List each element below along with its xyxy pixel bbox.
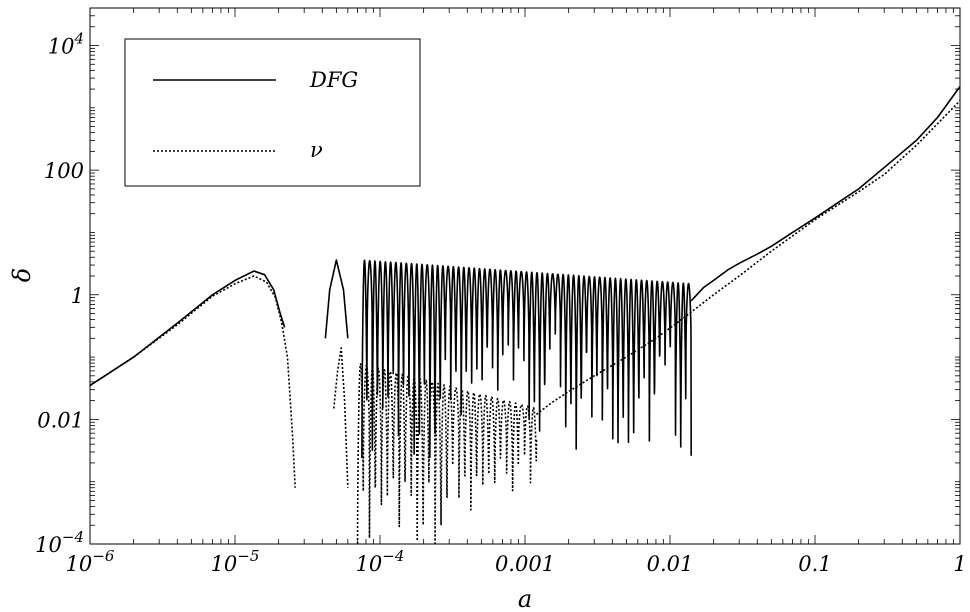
- series-layer: [89, 86, 961, 545]
- series-dfg: [89, 86, 961, 459]
- x-tick-label: 1: [953, 552, 966, 576]
- legend: DFG ν: [124, 38, 421, 187]
- series-line-oscillation: [361, 259, 692, 459]
- x-tick-label: 10−4: [356, 547, 405, 576]
- legend-box: [124, 38, 421, 187]
- x-tick-label: 10−6: [66, 547, 115, 576]
- legend-label-dfg: DFG: [309, 68, 358, 92]
- x-tick-label: 0.001: [495, 552, 555, 576]
- series-line-tail: [535, 100, 961, 416]
- y-axis-label: δ: [8, 268, 36, 282]
- y-tick-label: 100: [44, 159, 84, 183]
- series-line-segment: [89, 275, 296, 488]
- x-tick-label: 0.1: [798, 552, 831, 576]
- series-line-segment: [324, 259, 349, 339]
- axis-ticks: 10−6 10−5 10−4 0.001 0.01 0.1 1 10−4 0.01 1 100 104: [35, 7, 967, 576]
- y-tick-label: 0.01: [37, 408, 84, 432]
- series-line-tail: [690, 86, 961, 302]
- legend-label-nu: ν: [310, 138, 323, 162]
- series-nu: [89, 100, 961, 545]
- series-line-oscillation: [356, 363, 538, 545]
- series-line-segment: [332, 347, 349, 488]
- x-axis-label: a: [518, 585, 532, 612]
- series-line-segment: [89, 270, 286, 387]
- y-tick-label: 104: [48, 30, 84, 59]
- y-tick-label: 1: [71, 284, 84, 308]
- y-tick-label: 10−4: [35, 528, 84, 557]
- x-tick-label: 10−5: [211, 547, 260, 576]
- x-tick-label: 0.01: [647, 552, 694, 576]
